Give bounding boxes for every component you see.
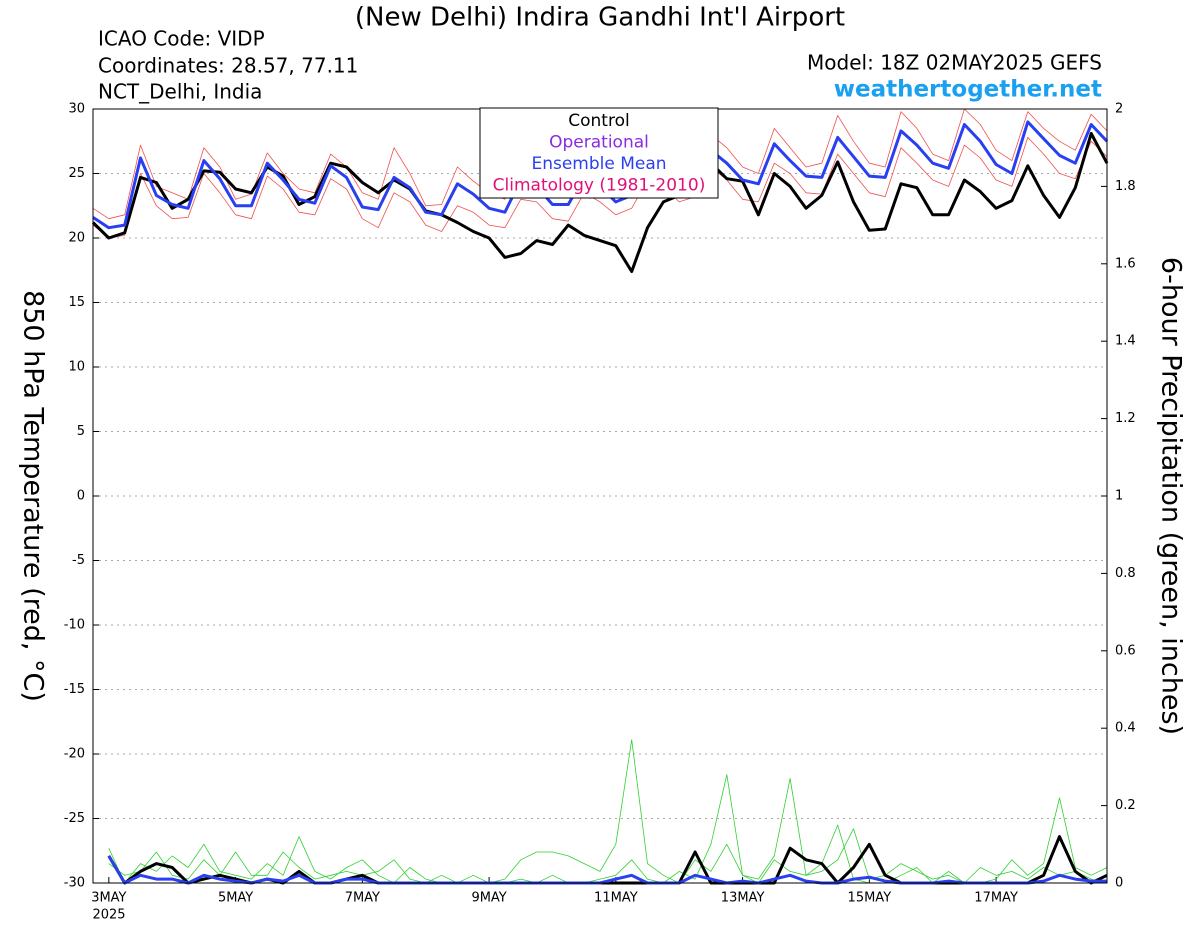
y-tick-label: 10 [68,360,85,375]
y-axis-label: 850 hPa Temperature (red, °C) [18,290,49,702]
legend-label: Climatology (1981-2010) [493,176,706,196]
series-line [92,137,1108,239]
y-tick-label: -15 [64,682,85,697]
y-tick-label: 30 [68,102,85,117]
legend-label: Control [568,111,629,131]
legend-box [479,107,719,199]
x-tick-label: 7MAY [345,891,380,906]
series-line [108,739,1108,884]
x-tick-label: 15MAY [848,891,892,906]
site-name: weathertogether.net [834,77,1102,103]
info-line: ICAO Code: VIDP [98,27,265,51]
y-tick-label: -25 [64,811,85,826]
y2-tick-label: 1.8 [1115,179,1136,194]
plot-area [91,108,1109,885]
plot-frame [92,108,1108,884]
y2-tick-label: 1 [1115,489,1123,504]
y2-tick-label: 1.4 [1115,334,1136,349]
y2-tick-label: 2 [1115,102,1123,117]
y-tick-label: -20 [64,747,85,762]
x-tick-label: 13MAY [721,891,765,906]
series-line [107,835,1108,885]
y2-axis-label: 6-hour Precipitation (green, inches) [1156,257,1187,735]
y2-tick-label: 0.4 [1115,721,1136,736]
y-tick-label: -10 [64,618,85,633]
y2-tick-label: 1.6 [1115,256,1136,271]
x-tick-label: 9MAY [471,891,506,906]
legend-label: Operational [549,133,649,153]
legend-label: Ensemble Mean [531,154,666,174]
y2-tick-label: 0.8 [1115,566,1136,581]
y2-tick-label: 0.6 [1115,643,1136,658]
series-line [107,855,1107,885]
model-run: Model: 18Z 02MAY2025 GEFS [807,51,1102,75]
y-tick-label: 0 [77,489,85,504]
y-tick-label: 20 [68,231,85,246]
info-line: Coordinates: 28.57, 77.11 [98,54,358,78]
y2-tick-label: 0 [1115,876,1123,891]
y-tick-label: -5 [72,553,85,568]
info-line: NCT_Delhi, India [98,80,262,104]
series-line [108,774,1108,884]
y2-tick-label: 0.2 [1115,798,1136,813]
chart-title: (New Delhi) Indira Gandhi Int'l Airport [355,3,845,33]
x-tick-label: 11MAY [594,891,638,906]
y-tick-label: 5 [77,424,85,439]
y-tick-label: 15 [68,295,85,310]
y-tick-label: 25 [68,166,85,181]
y2-tick-label: 1.2 [1115,411,1136,426]
year-label: 2025 [92,908,125,923]
y-tick-label: -30 [64,876,85,891]
x-tick-label: 5MAY [218,891,253,906]
x-tick-label: 17MAY [974,891,1018,906]
x-tick-label: 3MAY [91,891,126,906]
